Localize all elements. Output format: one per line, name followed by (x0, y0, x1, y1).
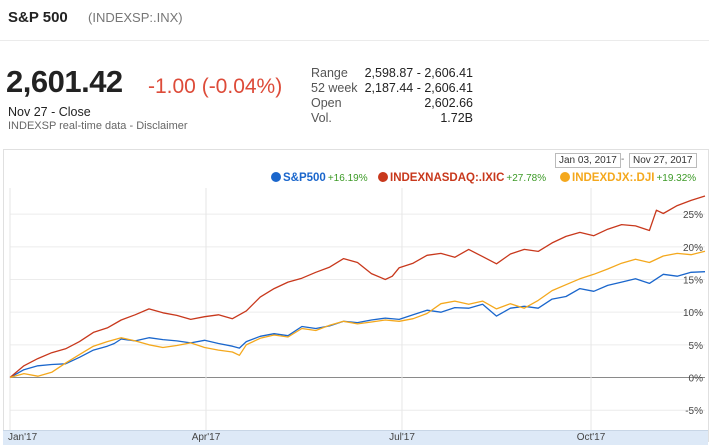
legend-series-change: +27.78% (506, 173, 547, 184)
stat-label: 52 week (311, 81, 358, 95)
price-change: -1.00 (-0.04%) (148, 75, 283, 98)
y-tick-label: 10% (683, 308, 703, 319)
legend-series-change: +19.32% (656, 173, 697, 184)
legend-dot-icon (271, 172, 281, 182)
stat-label: Vol. (311, 111, 332, 125)
source-separator: - (126, 120, 137, 132)
y-tick-label: 20% (683, 243, 703, 254)
page-title: S&P 500 (8, 9, 68, 26)
legend-series-name: S&P500 (283, 172, 326, 184)
ticker-symbol: (INDEXSP:.INX) (88, 10, 183, 25)
stat-row-open: Open 2,602.66 (311, 96, 473, 111)
data-source: INDEXSP real-time data - Disclaimer (8, 120, 188, 132)
stat-value: 1.72B (440, 111, 473, 125)
stat-row-52week: 52 week 2,187.44 - 2,606.41 (311, 81, 473, 96)
y-tick-label: 5% (689, 341, 704, 352)
x-tick-label: Apr'17 (192, 432, 221, 443)
legend-item-sp500[interactable]: S&P500 +16.19% (271, 172, 368, 186)
legend-item-ixic[interactable]: INDEXNASDAQ:.IXIC +27.78% (378, 172, 546, 186)
current-price: 2,601.42 (6, 64, 123, 99)
x-tick-label: Jul'17 (389, 432, 415, 443)
end-date-input[interactable]: Nov 27, 2017 (629, 153, 697, 168)
series-line-2 (9, 250, 706, 379)
date-range-separator: - (621, 154, 625, 165)
start-date-input[interactable]: Jan 03, 2017 (555, 153, 621, 168)
legend-series-change: +16.19% (327, 173, 368, 184)
source-text: INDEXSP real-time data (8, 120, 127, 132)
timeline-navigator[interactable] (3, 430, 708, 445)
stat-value: 2,187.44 - 2,606.41 (364, 81, 473, 95)
stat-row-volume: Vol. 1.72B (311, 111, 473, 126)
legend-dot-icon (378, 172, 388, 182)
legend-item-dji[interactable]: INDEXDJX:.DJI +19.32% (560, 172, 696, 186)
legend-dot-icon (560, 172, 570, 182)
stats-table: Range 2,598.87 - 2,606.41 52 week 2,187.… (311, 66, 473, 126)
stat-row-range: Range 2,598.87 - 2,606.41 (311, 66, 473, 81)
disclaimer-link[interactable]: Disclaimer (136, 120, 188, 132)
x-tick-label: Oct'17 (577, 432, 606, 443)
stat-label: Open (311, 96, 342, 110)
legend-series-name: INDEXDJX:.DJI (572, 172, 655, 184)
stat-value: 2,602.66 (424, 96, 473, 110)
legend-series-name: INDEXNASDAQ:.IXIC (390, 172, 505, 184)
stat-label: Range (311, 66, 348, 80)
stat-value: 2,598.87 - 2,606.41 (364, 66, 473, 80)
series-line-1 (9, 195, 706, 378)
y-tick-label: -5% (685, 406, 703, 417)
y-tick-label: 0% (689, 374, 704, 385)
header: S&P 500 (INDEXSP:.INX) (0, 0, 709, 41)
x-tick-label: Jan'17 (8, 432, 38, 443)
y-tick-label: 25% (683, 210, 703, 221)
y-tick-label: 15% (683, 275, 703, 286)
close-label: Nov 27 - Close (8, 105, 91, 119)
